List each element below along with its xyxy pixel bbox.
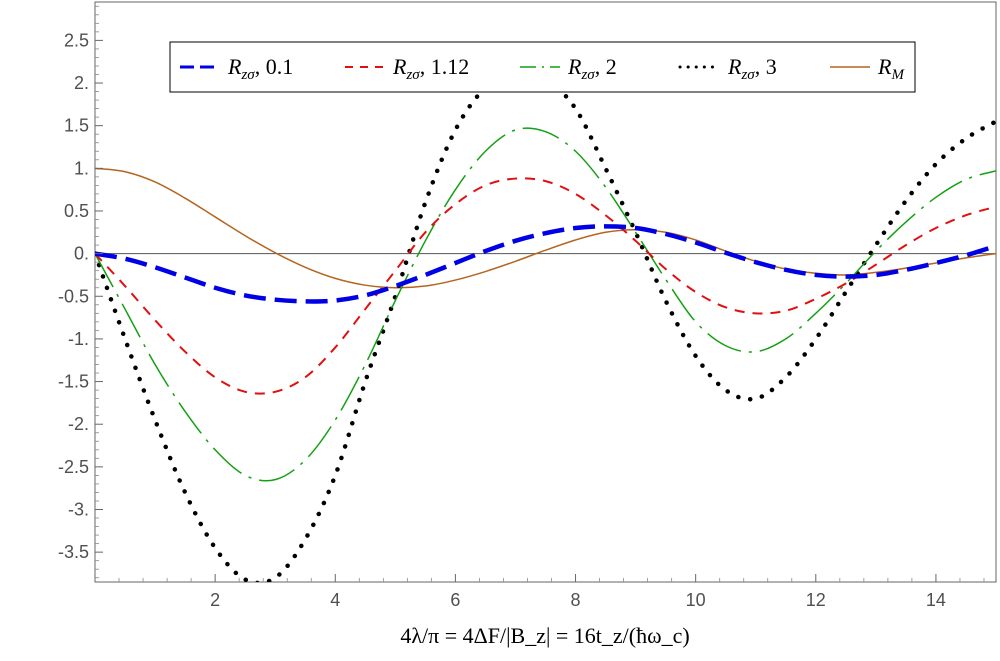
y-tick-label: -0.5 (58, 286, 89, 306)
y-tick-label: 2.5 (64, 30, 89, 50)
legend-item: Rzσ, 0.1 (180, 54, 293, 83)
y-tick-label: 2. (74, 73, 89, 93)
y-tick-label: -3.5 (58, 542, 89, 562)
y-tick-label: -1.5 (58, 372, 89, 392)
x-tick-label: 8 (571, 590, 581, 610)
plot-frame (94, 1, 997, 583)
x-tick-label: 12 (806, 590, 826, 610)
series-line-2 (95, 127, 996, 482)
legend-label: Rzσ, 1.12 (392, 54, 469, 83)
series-line-1 (95, 177, 996, 395)
x-tick-label: 14 (926, 590, 946, 610)
legend-item: Rzσ, 2 (520, 54, 617, 83)
legend-item: Rzσ, 3 (678, 54, 777, 83)
y-tick-label: 0.5 (64, 201, 89, 221)
y-tick-label: 1. (74, 158, 89, 178)
y-tick-label: 1.5 (64, 116, 89, 136)
ticks: 2 4 6 8 10 12 14 -3.5 -3. -2.5 -2. -1.5 -1. -0.5 0. 0.5… (58, 5, 985, 610)
y-tick-label: -2. (68, 414, 89, 434)
legend-item: RM (830, 54, 905, 83)
x-axis-label: 4λ/π = 4ΔF/|B_z| = 16t_z/(ħω_c) (400, 623, 689, 648)
x-tick-label: 4 (330, 590, 340, 610)
legend: Rzσ, 0.1 Rzσ, 1.12 Rzσ, 2 Rzσ, 3 RM (169, 41, 916, 93)
y-tick-label: -2.5 (58, 457, 89, 477)
series-line-3 (95, 65, 996, 582)
legend-label: Rzσ, 2 (567, 54, 617, 83)
x-tick-label: 2 (210, 590, 220, 610)
series-line-4 (95, 167, 996, 289)
legend-label: Rzσ, 0.1 (227, 54, 293, 83)
x-tick-label: 10 (686, 590, 706, 610)
series-layer (95, 65, 996, 582)
legend-label: RM (877, 54, 905, 83)
series-line-0 (95, 224, 996, 304)
y-tick-label: -1. (68, 329, 89, 349)
legend-item: Rzσ, 1.12 (345, 54, 469, 83)
y-tick-label: -3. (68, 500, 89, 520)
legend-label: Rzσ, 3 (727, 54, 777, 83)
y-tick-label: 0. (74, 244, 89, 264)
x-tick-label: 6 (450, 590, 460, 610)
